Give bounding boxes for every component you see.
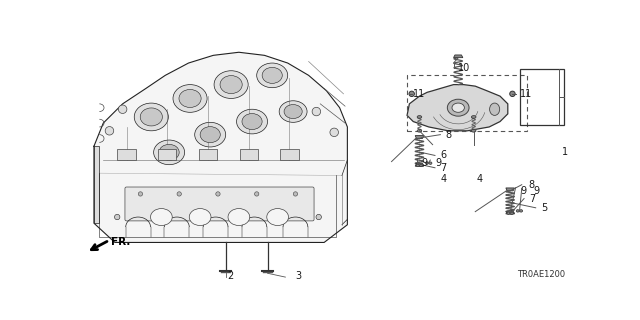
Ellipse shape <box>154 140 184 165</box>
Text: 8: 8 <box>528 180 534 190</box>
Text: 9: 9 <box>435 158 441 168</box>
Polygon shape <box>506 211 515 214</box>
Ellipse shape <box>150 209 172 226</box>
Circle shape <box>195 214 200 220</box>
Ellipse shape <box>200 127 220 143</box>
Polygon shape <box>506 188 515 191</box>
Ellipse shape <box>472 116 476 118</box>
Ellipse shape <box>452 103 465 112</box>
Ellipse shape <box>214 71 248 99</box>
Text: 11: 11 <box>413 89 426 99</box>
Ellipse shape <box>279 101 307 122</box>
Ellipse shape <box>409 91 415 97</box>
Circle shape <box>293 192 298 196</box>
Ellipse shape <box>472 130 476 132</box>
FancyBboxPatch shape <box>125 187 314 221</box>
Ellipse shape <box>516 210 519 212</box>
Text: 3: 3 <box>296 271 301 281</box>
Text: TR0AE1200: TR0AE1200 <box>517 270 565 279</box>
Text: 5: 5 <box>541 203 547 213</box>
FancyBboxPatch shape <box>117 149 136 160</box>
Text: 8: 8 <box>446 130 452 140</box>
Ellipse shape <box>257 63 288 88</box>
Circle shape <box>275 214 280 220</box>
Bar <box>520 69 564 124</box>
Circle shape <box>177 192 181 196</box>
Ellipse shape <box>242 114 262 130</box>
Ellipse shape <box>416 164 419 167</box>
Polygon shape <box>415 136 424 139</box>
Ellipse shape <box>429 162 432 164</box>
Ellipse shape <box>420 164 422 167</box>
Polygon shape <box>407 84 508 131</box>
Text: 2: 2 <box>227 271 234 281</box>
Text: 7: 7 <box>529 194 536 204</box>
Text: FR.: FR. <box>111 237 131 247</box>
Text: 7: 7 <box>440 163 447 173</box>
Text: 4: 4 <box>440 173 447 184</box>
Ellipse shape <box>426 162 429 164</box>
Text: 1: 1 <box>562 147 568 157</box>
Polygon shape <box>94 52 348 243</box>
Circle shape <box>216 192 220 196</box>
Ellipse shape <box>520 210 523 212</box>
Ellipse shape <box>237 109 268 134</box>
Circle shape <box>255 192 259 196</box>
Ellipse shape <box>220 76 242 94</box>
Text: 9: 9 <box>533 186 540 196</box>
Ellipse shape <box>447 99 469 116</box>
FancyBboxPatch shape <box>198 149 217 160</box>
Polygon shape <box>454 55 463 58</box>
Text: 11: 11 <box>520 89 532 99</box>
Circle shape <box>312 107 321 116</box>
Ellipse shape <box>134 103 168 131</box>
Circle shape <box>138 192 143 196</box>
Ellipse shape <box>509 91 515 97</box>
Ellipse shape <box>284 105 302 118</box>
Polygon shape <box>94 146 99 223</box>
Ellipse shape <box>173 84 207 112</box>
Ellipse shape <box>195 122 226 147</box>
Circle shape <box>330 128 339 137</box>
Ellipse shape <box>490 103 500 116</box>
FancyBboxPatch shape <box>157 149 176 160</box>
FancyBboxPatch shape <box>239 149 259 160</box>
Ellipse shape <box>140 108 163 126</box>
Ellipse shape <box>507 212 510 214</box>
Ellipse shape <box>179 90 201 108</box>
Circle shape <box>105 127 114 135</box>
Ellipse shape <box>189 209 211 226</box>
Ellipse shape <box>228 209 250 226</box>
Circle shape <box>316 214 321 220</box>
Circle shape <box>236 214 241 220</box>
Text: 6: 6 <box>440 150 447 160</box>
Polygon shape <box>415 163 424 166</box>
FancyBboxPatch shape <box>280 149 298 160</box>
Circle shape <box>115 214 120 220</box>
Bar <box>407 75 527 131</box>
Ellipse shape <box>262 67 282 84</box>
Text: 9: 9 <box>421 158 427 168</box>
Text: 9: 9 <box>520 186 526 196</box>
Text: 10: 10 <box>458 63 470 73</box>
Ellipse shape <box>267 209 289 226</box>
Ellipse shape <box>417 116 422 118</box>
Ellipse shape <box>159 144 179 160</box>
Circle shape <box>156 214 162 220</box>
Text: 4: 4 <box>477 173 483 184</box>
Circle shape <box>118 105 127 114</box>
Ellipse shape <box>417 130 422 132</box>
Ellipse shape <box>510 212 513 214</box>
